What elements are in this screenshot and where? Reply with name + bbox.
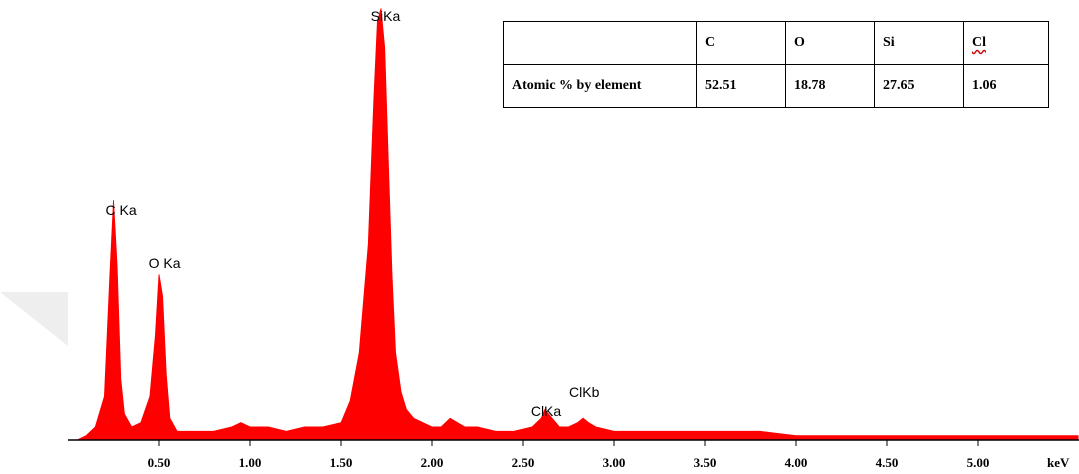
x-tick-label: 5.00 [967, 455, 990, 470]
x-tick-label: 2.50 [512, 455, 535, 470]
x-tick-label: 2.00 [421, 455, 444, 470]
x-tick-label: 4.50 [876, 455, 899, 470]
value-cell: 1.06 [963, 64, 1049, 108]
x-axis-unit-label: keV [1047, 455, 1070, 470]
watermark-triangle [0, 292, 68, 346]
x-tick-label: 0.50 [148, 455, 171, 470]
peak-label: O Ka [149, 255, 181, 271]
spectrum-area [76, 8, 1079, 441]
table-header-cell: O [785, 21, 875, 65]
table-header-cell [503, 21, 697, 65]
x-tick-label: 3.00 [603, 455, 626, 470]
composition-table: C O Si Cl Atomic % by element 52.51 18.7… [503, 21, 1049, 108]
table-header-cell: C [696, 21, 786, 65]
peak-label: ClKa [531, 403, 562, 419]
peak-annotations: C Ka O Ka SiKa ClKa ClKb [106, 8, 600, 419]
spectrum-layer [76, 8, 1079, 441]
x-tick-label: 1.00 [239, 455, 262, 470]
x-tick-label: 1.50 [330, 455, 353, 470]
x-tick-label: 4.00 [785, 455, 808, 470]
peak-label: C Ka [106, 202, 137, 218]
table-header-cell: Si [874, 21, 964, 65]
table-row: Atomic % by element 52.51 18.78 27.65 1.… [503, 64, 1049, 108]
value-cell: 52.51 [696, 64, 786, 108]
table-header-row: C O Si Cl [503, 21, 1049, 65]
row-label-cell: Atomic % by element [503, 64, 697, 108]
peak-label: ClKb [569, 384, 600, 400]
table-header-cell: Cl [963, 21, 1049, 65]
x-axis-ticks: 0.50 1.00 1.50 2.00 2.50 3.00 3.50 4.00 4.50 5.00 [148, 440, 990, 470]
value-cell: 18.78 [785, 64, 875, 108]
x-tick-label: 3.50 [694, 455, 717, 470]
cl-header-text: Cl [972, 35, 986, 50]
peak-label: SiKa [371, 8, 401, 24]
value-cell: 27.65 [874, 64, 964, 108]
